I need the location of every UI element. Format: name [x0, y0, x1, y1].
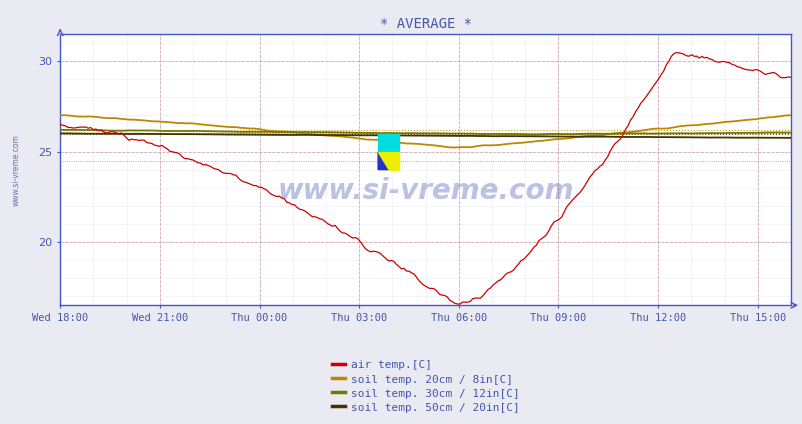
Text: www.si-vreme.com: www.si-vreme.com	[277, 177, 573, 205]
Bar	[378, 134, 398, 152]
Polygon shape	[378, 152, 389, 170]
Legend: air temp.[C], soil temp. 20cm / 8in[C], soil temp. 30cm / 12in[C], soil temp. 50: air temp.[C], soil temp. 20cm / 8in[C], …	[331, 360, 519, 413]
Polygon shape	[378, 152, 398, 170]
Text: www.si-vreme.com: www.si-vreme.com	[12, 134, 21, 206]
Title: * AVERAGE *: * AVERAGE *	[379, 17, 471, 31]
